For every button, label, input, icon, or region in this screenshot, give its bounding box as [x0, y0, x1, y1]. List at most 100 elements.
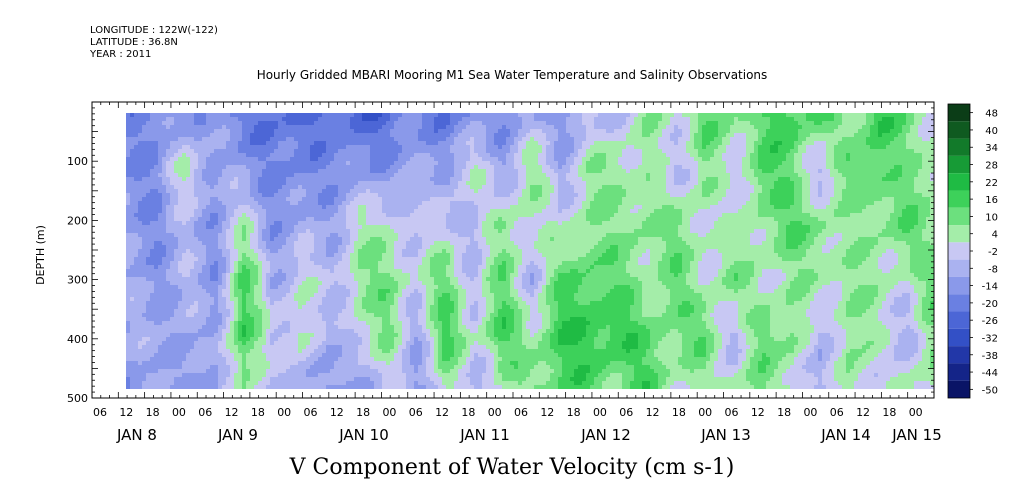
heatmap-cell [278, 157, 282, 161]
heatmap-cell [726, 133, 730, 137]
heatmap-cell [670, 185, 674, 189]
heatmap-cell [850, 145, 854, 149]
heatmap-cell [362, 177, 366, 181]
heatmap-cell [890, 169, 894, 173]
heatmap-cell [814, 165, 818, 169]
heatmap-cell [542, 177, 546, 181]
heatmap-cell [694, 129, 698, 133]
heatmap-cell [794, 133, 798, 137]
heatmap-cell [358, 201, 362, 205]
heatmap-cell [182, 185, 186, 189]
heatmap-cell [710, 133, 714, 137]
heatmap-cell [130, 153, 134, 157]
heatmap-cell [902, 121, 906, 125]
heatmap-cell [590, 133, 594, 137]
heatmap-cell [614, 197, 618, 201]
heatmap-cell [598, 173, 602, 177]
heatmap-cell [650, 129, 654, 133]
heatmap-cell [698, 129, 702, 133]
heatmap-cell [622, 161, 626, 165]
heatmap-cell [718, 161, 722, 165]
heatmap-cell [342, 117, 346, 121]
heatmap-cell [570, 173, 574, 177]
heatmap-cell [750, 169, 754, 173]
heatmap-cell [594, 113, 598, 117]
heatmap-cell [602, 129, 606, 133]
heatmap-cell [630, 177, 634, 181]
heatmap-cell [914, 201, 918, 205]
heatmap-cell [574, 133, 578, 137]
heatmap-cell [390, 173, 394, 177]
heatmap-cell [546, 145, 550, 149]
heatmap-cell [438, 165, 442, 169]
heatmap-cell [346, 133, 350, 137]
heatmap-cell [286, 177, 290, 181]
heatmap-cell [354, 201, 358, 205]
heatmap-cell [314, 137, 318, 141]
heatmap-cell [634, 113, 638, 117]
heatmap-cell [286, 133, 290, 137]
heatmap-cell [130, 205, 134, 209]
heatmap-cell [278, 173, 282, 177]
heatmap-cell [594, 121, 598, 125]
heatmap-cell [190, 117, 194, 121]
heatmap-cell [306, 157, 310, 161]
heatmap-cell [914, 149, 918, 153]
heatmap-cell [530, 113, 534, 117]
heatmap-cell [742, 169, 746, 173]
heatmap-cell [362, 153, 366, 157]
heatmap-cell [362, 205, 366, 209]
heatmap-cell [174, 165, 178, 169]
heatmap-cell [218, 125, 222, 129]
heatmap-cell [690, 117, 694, 121]
heatmap-cell [566, 165, 570, 169]
heatmap-cell [530, 193, 534, 197]
heatmap-cell [770, 149, 774, 153]
heatmap-cell [250, 189, 254, 193]
heatmap-cell [362, 157, 366, 161]
heatmap-cell [282, 193, 286, 197]
heatmap-cell [446, 165, 450, 169]
heatmap-cell [438, 177, 442, 181]
heatmap-cell [618, 185, 622, 189]
heatmap-cell [666, 141, 670, 145]
heatmap-cell [774, 113, 778, 117]
heatmap-cell [466, 141, 470, 145]
heatmap-cell [742, 145, 746, 149]
heatmap-cell [342, 181, 346, 185]
heatmap-cell [726, 125, 730, 129]
heatmap-cell [898, 157, 902, 161]
heatmap-cell [550, 169, 554, 173]
heatmap-cell [582, 125, 586, 129]
heatmap-cell [382, 153, 386, 157]
heatmap-cell [678, 145, 682, 149]
heatmap-cell [558, 193, 562, 197]
heatmap-cell [218, 117, 222, 121]
heatmap-cell [130, 185, 134, 189]
heatmap-cell [174, 121, 178, 125]
heatmap-cell [498, 145, 502, 149]
heatmap-cell [306, 161, 310, 165]
heatmap-cell [314, 169, 318, 173]
heatmap-cell [458, 117, 462, 121]
heatmap-cell [214, 197, 218, 201]
heatmap-cell [918, 169, 922, 173]
heatmap-cell [158, 193, 162, 197]
heatmap-cell [730, 141, 734, 145]
heatmap-cell [654, 153, 658, 157]
heatmap-cell [178, 121, 182, 125]
heatmap-cell [294, 137, 298, 141]
heatmap-cell [374, 193, 378, 197]
heatmap-cell [298, 117, 302, 121]
heatmap-cell [838, 125, 842, 129]
heatmap-cell [166, 189, 170, 193]
heatmap-cell [802, 193, 806, 197]
heatmap-cell [846, 145, 850, 149]
heatmap-cell [910, 149, 914, 153]
heatmap-cell [394, 125, 398, 129]
heatmap-cell [874, 165, 878, 169]
heatmap-cell [570, 121, 574, 125]
heatmap-cell [678, 149, 682, 153]
heatmap-cell [138, 125, 142, 129]
heatmap-cell [406, 117, 410, 121]
